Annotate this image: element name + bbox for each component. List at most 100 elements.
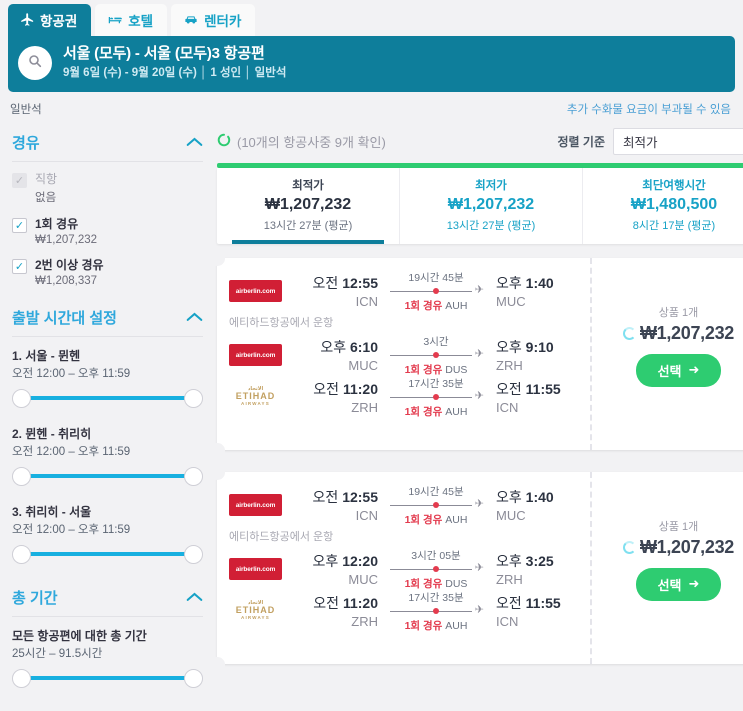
arrival-airport: ICN	[496, 400, 519, 415]
departure-clock: 11:20	[342, 595, 378, 611]
select-button[interactable]: 선택 ➜	[635, 567, 722, 601]
tab-flights[interactable]: 항공권	[8, 4, 92, 36]
price-tab-best-price: ₩1,207,232	[264, 196, 352, 213]
flight-leg: airberlin.com 오전 12:55 ICN 19시간 45분 ✈	[229, 270, 590, 312]
departure-airport: ICN	[355, 294, 378, 309]
filter-option-onestop[interactable]: ✓ 1회 경유 ₩1,207,232	[12, 217, 203, 246]
time-slider-leg-2-range: 오전 12:00 – 오후 11:59	[12, 446, 131, 458]
time-slider-leg-1-control[interactable]	[12, 385, 203, 411]
price-tab-quickest[interactable]: 최단여행시간 ₩1,480,500 8시간 17분 (평균)	[583, 168, 743, 244]
tab-hotels[interactable]: 호텔	[95, 4, 168, 36]
slider-knob-min[interactable]	[12, 467, 31, 486]
chevron-up-icon[interactable]	[186, 134, 203, 152]
search-icon	[27, 53, 43, 74]
search-details: 9월 6일 (수) - 9월 20일 (수) │ 1 성인 │ 일반석	[63, 67, 287, 80]
time-slider-leg-3-control[interactable]	[12, 541, 203, 567]
arrival-time: 오전 11:55	[496, 379, 586, 399]
filter-option-twoplus[interactable]: ✓ 2번 이상 경유 ₩1,208,337	[12, 258, 203, 287]
arrival-airport: MUC	[496, 508, 526, 523]
stop-count: 1회 경유	[404, 619, 443, 632]
filter-header-duration[interactable]: 총 기간	[12, 581, 203, 617]
filter-header-stops[interactable]: 경유	[12, 126, 203, 162]
flight-leg: الاتحاد ETIHAD AIRWAYS 오전 11:20 ZRH 17시간…	[229, 590, 590, 632]
flight-result-card[interactable]: airberlin.com 오전 12:55 ICN 19시간 45분 ✈	[209, 464, 743, 672]
slider-knob-max[interactable]	[184, 467, 203, 486]
departure-time-block: 오전 12:55 ICN	[282, 273, 382, 309]
slider-knob-max[interactable]	[184, 389, 203, 408]
stop-dot-icon	[433, 287, 439, 294]
search-summary-text: 서울 (모두) - 서울 (모두)3 항공편 9월 6일 (수) - 9월 20…	[63, 44, 286, 82]
route-line: ✈	[388, 497, 484, 511]
time-slider-leg-2: 2. 뮌헨 - 취리히 오전 12:00 – 오후 11:59	[12, 425, 203, 489]
route-bar	[390, 354, 472, 356]
slider-knob-min[interactable]	[12, 545, 31, 564]
departure-clock: 12:55	[342, 489, 378, 505]
airline-logo-airberlin: airberlin.com	[229, 280, 282, 302]
price-tab-best[interactable]: 최적가 ₩1,207,232 13시간 27분 (평균)	[217, 168, 400, 244]
arrival-time: 오후 3:25	[496, 551, 586, 571]
departure-airport: ICN	[355, 508, 378, 523]
arrival-ampm: 오후	[496, 489, 522, 505]
duration-filter-label: 모든 항공편에 대한 총 기간	[12, 629, 147, 643]
etihad-arabic-mark: الاتحاد	[247, 600, 264, 607]
departure-ampm: 오전	[312, 489, 339, 505]
leg-duration: 3시간	[423, 335, 449, 348]
search-summary-bar[interactable]: 서울 (모두) - 서울 (모두)3 항공편 9월 6일 (수) - 9월 20…	[8, 36, 735, 92]
stop-count: 1회 경유	[404, 405, 443, 418]
baggage-note[interactable]: 추가 수화물 요금이 부과될 수 있음	[566, 104, 731, 116]
stop-count: 1회 경유	[404, 577, 443, 590]
sort-label: 정렬 기준	[557, 135, 606, 149]
checkbox-onestop[interactable]: ✓	[12, 218, 27, 233]
departure-time: 오전 12:55	[282, 487, 378, 507]
tab-carrental[interactable]: 렌터카	[171, 4, 256, 36]
arrival-time-block: 오후 3:25 ZRH	[490, 551, 590, 587]
plane-icon: ✈	[474, 497, 484, 510]
sort-select[interactable]: 최적가	[613, 128, 743, 155]
search-icon-button[interactable]	[18, 46, 52, 80]
slider-knob-min[interactable]	[12, 669, 31, 688]
time-slider-leg-3-range: 오전 12:00 – 오후 11:59	[12, 524, 131, 536]
stop-dot-icon	[433, 351, 439, 358]
itinerary-legs: airberlin.com 오전 12:55 ICN 19시간 45분 ✈	[217, 472, 590, 664]
arrival-ampm: 오후	[496, 275, 522, 291]
price-tab-quickest-price: ₩1,480,500	[630, 196, 718, 213]
checkbox-twoplus[interactable]: ✓	[12, 259, 27, 274]
arrival-airport: ZRH	[496, 572, 523, 587]
slider-knob-min[interactable]	[12, 389, 31, 408]
route-line: ✈	[388, 284, 484, 297]
duration-slider-control[interactable]	[12, 665, 203, 691]
route-graphic: 17시간 35분 ✈ 1회 경유 AUH	[382, 376, 490, 419]
result-count-wrap: (10개의 항공사중 9개 확인)	[217, 132, 386, 151]
airline-logo-etihad: الاتحاد ETIHAD AIRWAYS	[229, 600, 282, 622]
loading-spinner-icon	[622, 540, 636, 554]
filter-option-nonstop[interactable]: ✓ 직항 없음	[12, 172, 203, 205]
select-button[interactable]: 선택 ➜	[635, 353, 722, 387]
airline-logo-airberlin: airberlin.com	[229, 558, 282, 580]
plane-icon: ✈	[474, 389, 484, 402]
car-icon	[183, 12, 199, 27]
time-slider-leg-2-label: 2. 뮌헨 - 취리히	[12, 427, 92, 441]
loading-spinner-icon	[622, 326, 636, 340]
arrival-time: 오전 11:55	[496, 593, 586, 613]
filters-sidebar: 경유 ✓ 직항 없음 ✓ 1회 경유 ₩1,207,232 ✓ 2번 이상 경유…	[0, 126, 215, 691]
card-price: ₩1,207,232	[639, 322, 735, 343]
departure-time-block: 오전 12:55 ICN	[282, 487, 382, 523]
stop-info: 1회 경유 DUS	[388, 362, 484, 377]
time-slider-leg-2-control[interactable]	[12, 463, 203, 489]
itinerary-legs: airberlin.com 오전 12:55 ICN 19시간 45분 ✈	[217, 258, 590, 450]
slider-knob-max[interactable]	[184, 669, 203, 688]
filter-header-times[interactable]: 출발 시간대 설정	[12, 301, 203, 337]
chevron-up-icon[interactable]	[186, 589, 203, 607]
airline-logo-airberlin: airberlin.com	[229, 344, 282, 366]
subheader-row: 일반석 추가 수화물 요금이 부과될 수 있음	[0, 92, 743, 126]
slider-knob-max[interactable]	[184, 545, 203, 564]
chevron-up-icon[interactable]	[186, 309, 203, 327]
checkbox-nonstop[interactable]: ✓	[12, 173, 27, 188]
leg-duration: 19시간 45분	[408, 485, 464, 498]
price-tab-cheapest[interactable]: 최저가 ₩1,207,232 13시간 27분 (평균)	[400, 168, 583, 244]
arrival-time-block: 오후 1:40 MUC	[490, 487, 590, 523]
cabin-class-label: 일반석	[10, 104, 42, 116]
flight-result-card[interactable]: airberlin.com 오전 12:55 ICN 19시간 45분 ✈	[209, 250, 743, 458]
arrival-time: 오후 9:10	[496, 337, 586, 357]
slider-track	[21, 474, 194, 478]
